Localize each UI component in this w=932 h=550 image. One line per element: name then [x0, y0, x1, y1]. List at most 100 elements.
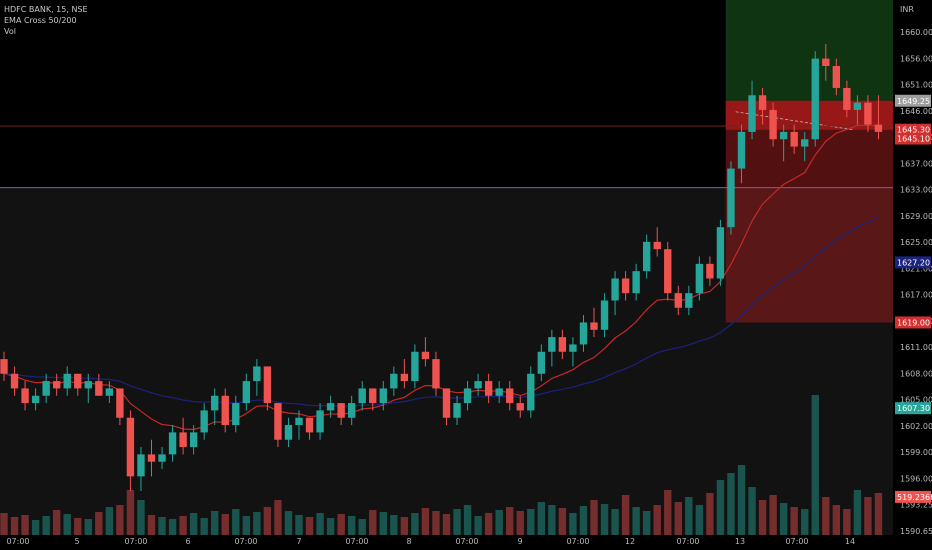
- candle-body: [801, 139, 809, 147]
- candle-body: [116, 388, 124, 418]
- volume-bar: [727, 473, 735, 535]
- volume-bar: [832, 505, 841, 535]
- y-tick-label: 1621.00: [900, 264, 932, 273]
- volume-bar: [506, 507, 514, 535]
- x-tick-label: 07:00: [345, 537, 368, 546]
- price-tag-label: 1607.30: [897, 404, 930, 413]
- candles: [0, 43, 883, 492]
- y-tick-label: 1646.00: [900, 107, 932, 116]
- candle-body: [527, 373, 535, 411]
- candle-body: [537, 351, 546, 374]
- candle-body: [284, 425, 293, 440]
- volume-bar: [179, 516, 187, 535]
- volume-bar: [326, 518, 335, 535]
- price-tag-box: [895, 94, 931, 107]
- symbol-label[interactable]: HDFC BANK, 15, NSE: [4, 5, 88, 14]
- candle-body: [506, 388, 514, 404]
- candle-body: [347, 403, 356, 418]
- volume-label[interactable]: Vol: [4, 27, 16, 36]
- volume-bar: [284, 511, 293, 535]
- candle-body: [316, 410, 324, 433]
- candle-body: [463, 388, 472, 404]
- y-tick-label: 1602.00: [900, 422, 932, 431]
- candle-body: [232, 403, 240, 426]
- candle-body: [664, 249, 672, 294]
- volume-bar: [242, 516, 251, 535]
- y-tick-label: 1611.00: [900, 343, 932, 352]
- volume-bar: [484, 513, 493, 535]
- volume-bars: [0, 395, 883, 535]
- price-tag-box: [895, 316, 931, 329]
- x-tick-label: 07:00: [124, 537, 147, 546]
- candle-body: [189, 432, 198, 448]
- candle-body: [95, 381, 103, 396]
- y-tick-label: 1651.00: [900, 81, 932, 90]
- candle-body: [432, 359, 440, 389]
- candle-body: [706, 263, 714, 279]
- x-tick-label: 14: [845, 537, 855, 546]
- volume-bar: [189, 513, 198, 535]
- indicator-label[interactable]: EMA Cross 50/200: [4, 16, 77, 25]
- y-axis: 1660.001656.001651.001646.001641.001637.…: [893, 0, 932, 550]
- volume-bar: [52, 510, 61, 535]
- volume-bar: [369, 510, 377, 535]
- candle-body: [853, 102, 862, 110]
- volume-bar: [495, 510, 503, 535]
- ema-200-line: [3, 216, 879, 407]
- volume-bar: [864, 497, 872, 535]
- volume-bar: [168, 519, 177, 535]
- volume-bar: [116, 505, 124, 535]
- candle-body: [790, 131, 798, 147]
- volume-bar: [200, 518, 208, 535]
- volume-bar: [801, 509, 809, 535]
- candle-body: [390, 373, 398, 389]
- candle-body: [674, 293, 682, 308]
- volume-bar: [390, 515, 398, 535]
- candle-body: [126, 417, 135, 477]
- candle-body: [74, 373, 82, 389]
- volume-bar: [769, 495, 777, 535]
- candle-body: [779, 131, 788, 140]
- volume-bar: [400, 517, 409, 535]
- volume-bar: [706, 493, 714, 535]
- candle-body: [632, 271, 640, 294]
- volume-bar: [0, 513, 8, 535]
- target-zone: [725, 0, 893, 101]
- x-axis: 07:00 5 07:00 6 07:00 7 07:00 8 07:00 9 07:00 12 07:…: [6, 537, 855, 546]
- candle-body: [874, 124, 883, 132]
- volume-bar: [579, 506, 588, 535]
- candle-body: [31, 395, 40, 404]
- candle-body: [137, 454, 145, 477]
- volume-bar: [253, 512, 261, 535]
- x-tick-label: 07:00: [566, 537, 589, 546]
- volume-bar: [126, 490, 135, 535]
- x-tick-label: 07:00: [676, 537, 699, 546]
- volume-bar: [84, 519, 92, 535]
- volume-bar: [105, 507, 114, 535]
- volume-bar: [642, 511, 651, 535]
- volume-bar: [590, 500, 598, 535]
- x-tick-label: 12: [625, 537, 635, 546]
- x-tick-label: 07:00: [785, 537, 808, 546]
- volume-bar: [548, 505, 556, 535]
- x-tick-label: 8: [406, 537, 411, 546]
- candle-body: [211, 395, 219, 411]
- candle-body: [822, 58, 830, 66]
- y-tick-label: 1608.00: [900, 369, 932, 378]
- candle-body: [379, 388, 387, 404]
- candle-body: [548, 337, 556, 352]
- volume-bar: [748, 487, 756, 535]
- volume-bar: [621, 495, 630, 535]
- candle-body: [147, 454, 156, 462]
- candle-body: [832, 65, 841, 88]
- y-tick-label: 1625.00: [900, 238, 932, 247]
- price-tag-label: 1627.20: [897, 258, 930, 267]
- candle-body: [748, 95, 756, 132]
- candle-body: [263, 366, 272, 404]
- x-tick-label: 9: [517, 537, 522, 546]
- volume-bar: [337, 514, 345, 535]
- candle-body: [653, 241, 661, 250]
- candle-body: [105, 388, 114, 396]
- volume-bar: [453, 509, 461, 535]
